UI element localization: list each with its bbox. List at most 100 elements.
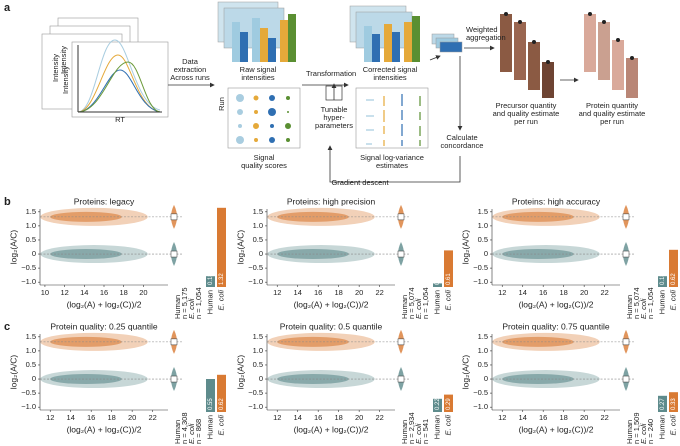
legend-count: n = 1,054 — [194, 288, 203, 320]
y-tick-label: 1.0 — [253, 221, 263, 230]
bar-name: E. coli — [443, 415, 452, 436]
x-tick-label: 18 — [560, 288, 568, 297]
protein-bars — [584, 12, 638, 98]
y-tick-label: −0.5 — [473, 388, 488, 397]
box — [170, 250, 178, 258]
bar-value: 0.18 — [208, 273, 214, 285]
legend-count: n = 541 — [421, 419, 430, 444]
bar — [433, 398, 442, 412]
chart-title: Proteins: high accuracy — [512, 196, 601, 206]
legend-name: Human — [173, 420, 182, 444]
y-tick-label: 1.5 — [478, 207, 488, 216]
label: concordance — [441, 141, 484, 150]
legend-name: Human — [625, 295, 634, 319]
label: Weighted — [466, 25, 498, 34]
bar-value: 0.06 — [435, 273, 441, 285]
x-tick-label: 22 — [600, 288, 608, 297]
chart-title: Proteins: legacy — [74, 196, 135, 206]
variance-grid — [355, 87, 429, 149]
y-tick-label: 1.0 — [26, 221, 36, 230]
x-tick-label: 12 — [273, 413, 281, 422]
x-tick-label: 18 — [560, 413, 568, 422]
label: Transformation — [306, 69, 356, 78]
x-tick-label: 20 — [355, 288, 363, 297]
axis-label: Intensity — [51, 54, 60, 82]
y-tick-label: 1.0 — [478, 221, 488, 230]
y-tick-label: 1.5 — [478, 332, 488, 341]
bar — [444, 250, 453, 287]
label: Raw signal — [240, 65, 277, 74]
y-tick-label: 1.0 — [253, 346, 263, 355]
y-tick-label: −1.0 — [473, 402, 488, 411]
y-tick-label: 1.5 — [26, 207, 36, 216]
y-tick-label: −0.5 — [248, 263, 263, 272]
bar — [658, 276, 667, 287]
label: hyper- — [323, 113, 345, 122]
y-tick-label: −1.0 — [21, 402, 36, 411]
x-axis-label: (log₂(A) + log₂(C))/2 — [294, 424, 369, 434]
bar-name: E. coli — [668, 415, 677, 436]
x-axis-label: (log₂(A) + log₂(C))/2 — [67, 299, 142, 309]
x-tick-label: 14 — [294, 288, 302, 297]
label: Gradient descent — [331, 178, 389, 187]
precursor-bars — [500, 12, 554, 98]
quality-dots — [236, 94, 291, 144]
axis-label: Intensity — [61, 66, 70, 94]
x-tick-label: 10 — [41, 288, 49, 297]
chromatogram — [71, 41, 169, 118]
bar — [433, 283, 442, 287]
label: aggregation — [466, 33, 506, 42]
x-tick-label: 16 — [87, 413, 95, 422]
y-axis-label: log₂(A/C) — [8, 355, 18, 390]
y-tick-label: 1.5 — [253, 332, 263, 341]
trace — [77, 39, 161, 113]
legend-name: E. coli — [639, 423, 648, 444]
x-axis-label: (log₂(A) + log₂(C))/2 — [519, 299, 594, 309]
trace — [77, 54, 161, 113]
bar — [217, 207, 226, 287]
label: and quality estimate — [493, 109, 560, 118]
y-tick-label: −1.0 — [248, 402, 263, 411]
x-tick-label: 12 — [46, 413, 54, 422]
x-tick-label: 20 — [139, 288, 147, 297]
legend-name: Human — [400, 420, 409, 444]
label: Signal log-variance — [360, 153, 424, 162]
panel-label: b — [4, 196, 11, 208]
y-tick-label: 0 — [259, 374, 263, 383]
y-tick-label: 0.5 — [26, 235, 36, 244]
label: and quality estimate — [579, 109, 646, 118]
box — [622, 375, 630, 383]
y-tick-label: 0.5 — [253, 235, 263, 244]
bar-value: 0.62 — [671, 273, 677, 285]
y-tick-label: −1.0 — [473, 277, 488, 286]
bar-value: 0.29 — [446, 398, 452, 410]
bar-value: 0.27 — [660, 398, 666, 410]
x-axis-label: (log₂(A) + log₂(C))/2 — [519, 424, 594, 434]
panel-label: a — [4, 2, 11, 14]
legend-name: E. coli — [187, 298, 196, 319]
axis-label: RT — [115, 115, 125, 124]
bar-name: Human — [205, 415, 214, 439]
legend-count: n = 1,054 — [646, 288, 655, 320]
legend-name: Human — [400, 295, 409, 319]
label: per run — [600, 117, 624, 126]
y-tick-label: 1.0 — [478, 346, 488, 355]
x-tick-label: 18 — [335, 413, 343, 422]
bar-name: E. coli — [443, 290, 452, 311]
label: Calculate — [446, 133, 477, 142]
label: intensities — [373, 73, 407, 82]
box — [397, 213, 405, 221]
y-tick-label: 0.5 — [26, 360, 36, 369]
y-tick-label: 0.5 — [253, 360, 263, 369]
box — [622, 338, 630, 346]
legend-count: n = 1,054 — [421, 288, 430, 320]
box — [170, 375, 178, 383]
trace — [77, 61, 161, 113]
label: intensities — [241, 73, 275, 82]
bar-name: Human — [432, 290, 441, 314]
bar — [658, 395, 667, 412]
bar-value: 0.55 — [208, 398, 214, 410]
legend-name: E. coli — [414, 298, 423, 319]
x-tick-label: 12 — [60, 288, 68, 297]
x-tick-label: 14 — [67, 413, 75, 422]
